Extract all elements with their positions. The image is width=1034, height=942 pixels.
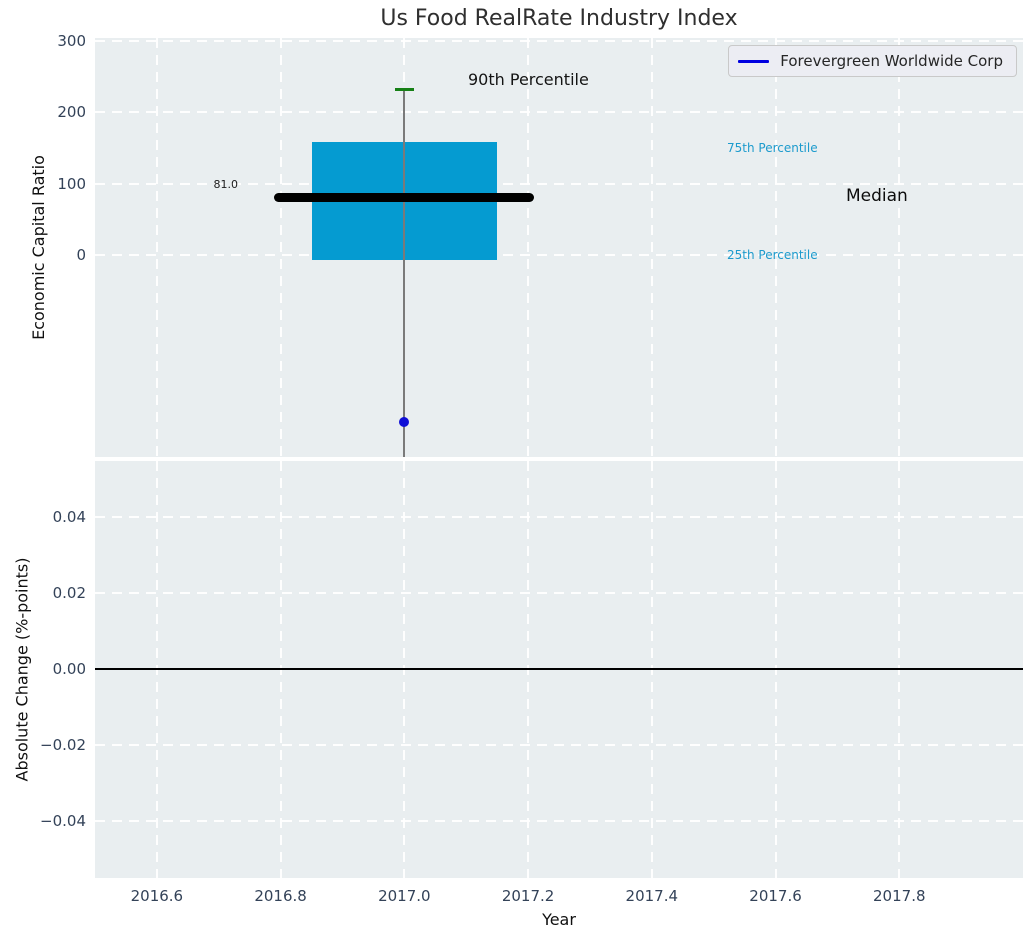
x-tick-label: 2017.4 (625, 887, 679, 905)
gridline-horizontal (95, 182, 1023, 185)
gridline-horizontal (95, 111, 1023, 114)
annotation-median: Median (846, 186, 908, 206)
ax2-y-tick-label: −0.02 (40, 735, 86, 754)
gridline-horizontal (95, 254, 1023, 257)
gridline-vertical (527, 38, 530, 457)
gridline-horizontal (95, 819, 1023, 822)
x-axis-label: Year (542, 910, 576, 929)
ax2-y-tick-label: 0.00 (52, 660, 86, 679)
annotation-75th-percentile: 75th Percentile (727, 141, 818, 155)
ax1-y-tick-label: 200 (57, 103, 86, 122)
ax2-y-tick-label: 0.04 (52, 508, 86, 527)
ax2-y-tick-label: 0.02 (52, 584, 86, 603)
zero-reference-line (95, 668, 1023, 671)
x-tick-label: 2017.2 (501, 887, 555, 905)
gridline-vertical (279, 38, 282, 457)
top-axes (95, 38, 1023, 457)
gridline-vertical (774, 38, 777, 457)
ax1-y-tick-label: 300 (57, 31, 86, 50)
x-tick-label: 2016.6 (130, 887, 184, 905)
legend-series-label: Forevergreen Worldwide Corp (780, 52, 1003, 70)
gridline-vertical (650, 38, 653, 457)
ax2-y-tick-label: −0.04 (40, 811, 86, 830)
legend: Forevergreen Worldwide Corp (728, 45, 1017, 77)
gridline-vertical (898, 38, 901, 457)
gridline-horizontal (95, 39, 1023, 42)
boxplot-median-line (274, 192, 535, 202)
annotation-90th-percentile: 90th Percentile (468, 70, 589, 89)
gridline-horizontal (95, 516, 1023, 519)
boxplot-90th-percentile-cap (395, 87, 414, 91)
company-data-point (399, 416, 410, 427)
annotation-25th-percentile: 25th Percentile (727, 248, 818, 262)
bottom-axes (95, 461, 1023, 878)
median-value-label: 81.0 (213, 178, 239, 191)
gridline-horizontal (95, 743, 1023, 746)
x-tick-label: 2017.8 (873, 887, 926, 905)
x-tick-label: 2017.6 (749, 887, 802, 905)
x-tick-label: 2017.0 (378, 887, 431, 905)
legend-line-swatch (738, 59, 770, 63)
chart-title: Us Food RealRate Industry Index (380, 6, 738, 31)
gridline-horizontal (95, 592, 1023, 595)
ax1-y-tick-label: 100 (57, 174, 86, 193)
ax1-y-tick-label: 0 (76, 246, 86, 265)
boxplot-whisker (403, 88, 406, 457)
x-tick-label: 2016.8 (254, 887, 307, 905)
gridline-vertical (155, 38, 158, 457)
